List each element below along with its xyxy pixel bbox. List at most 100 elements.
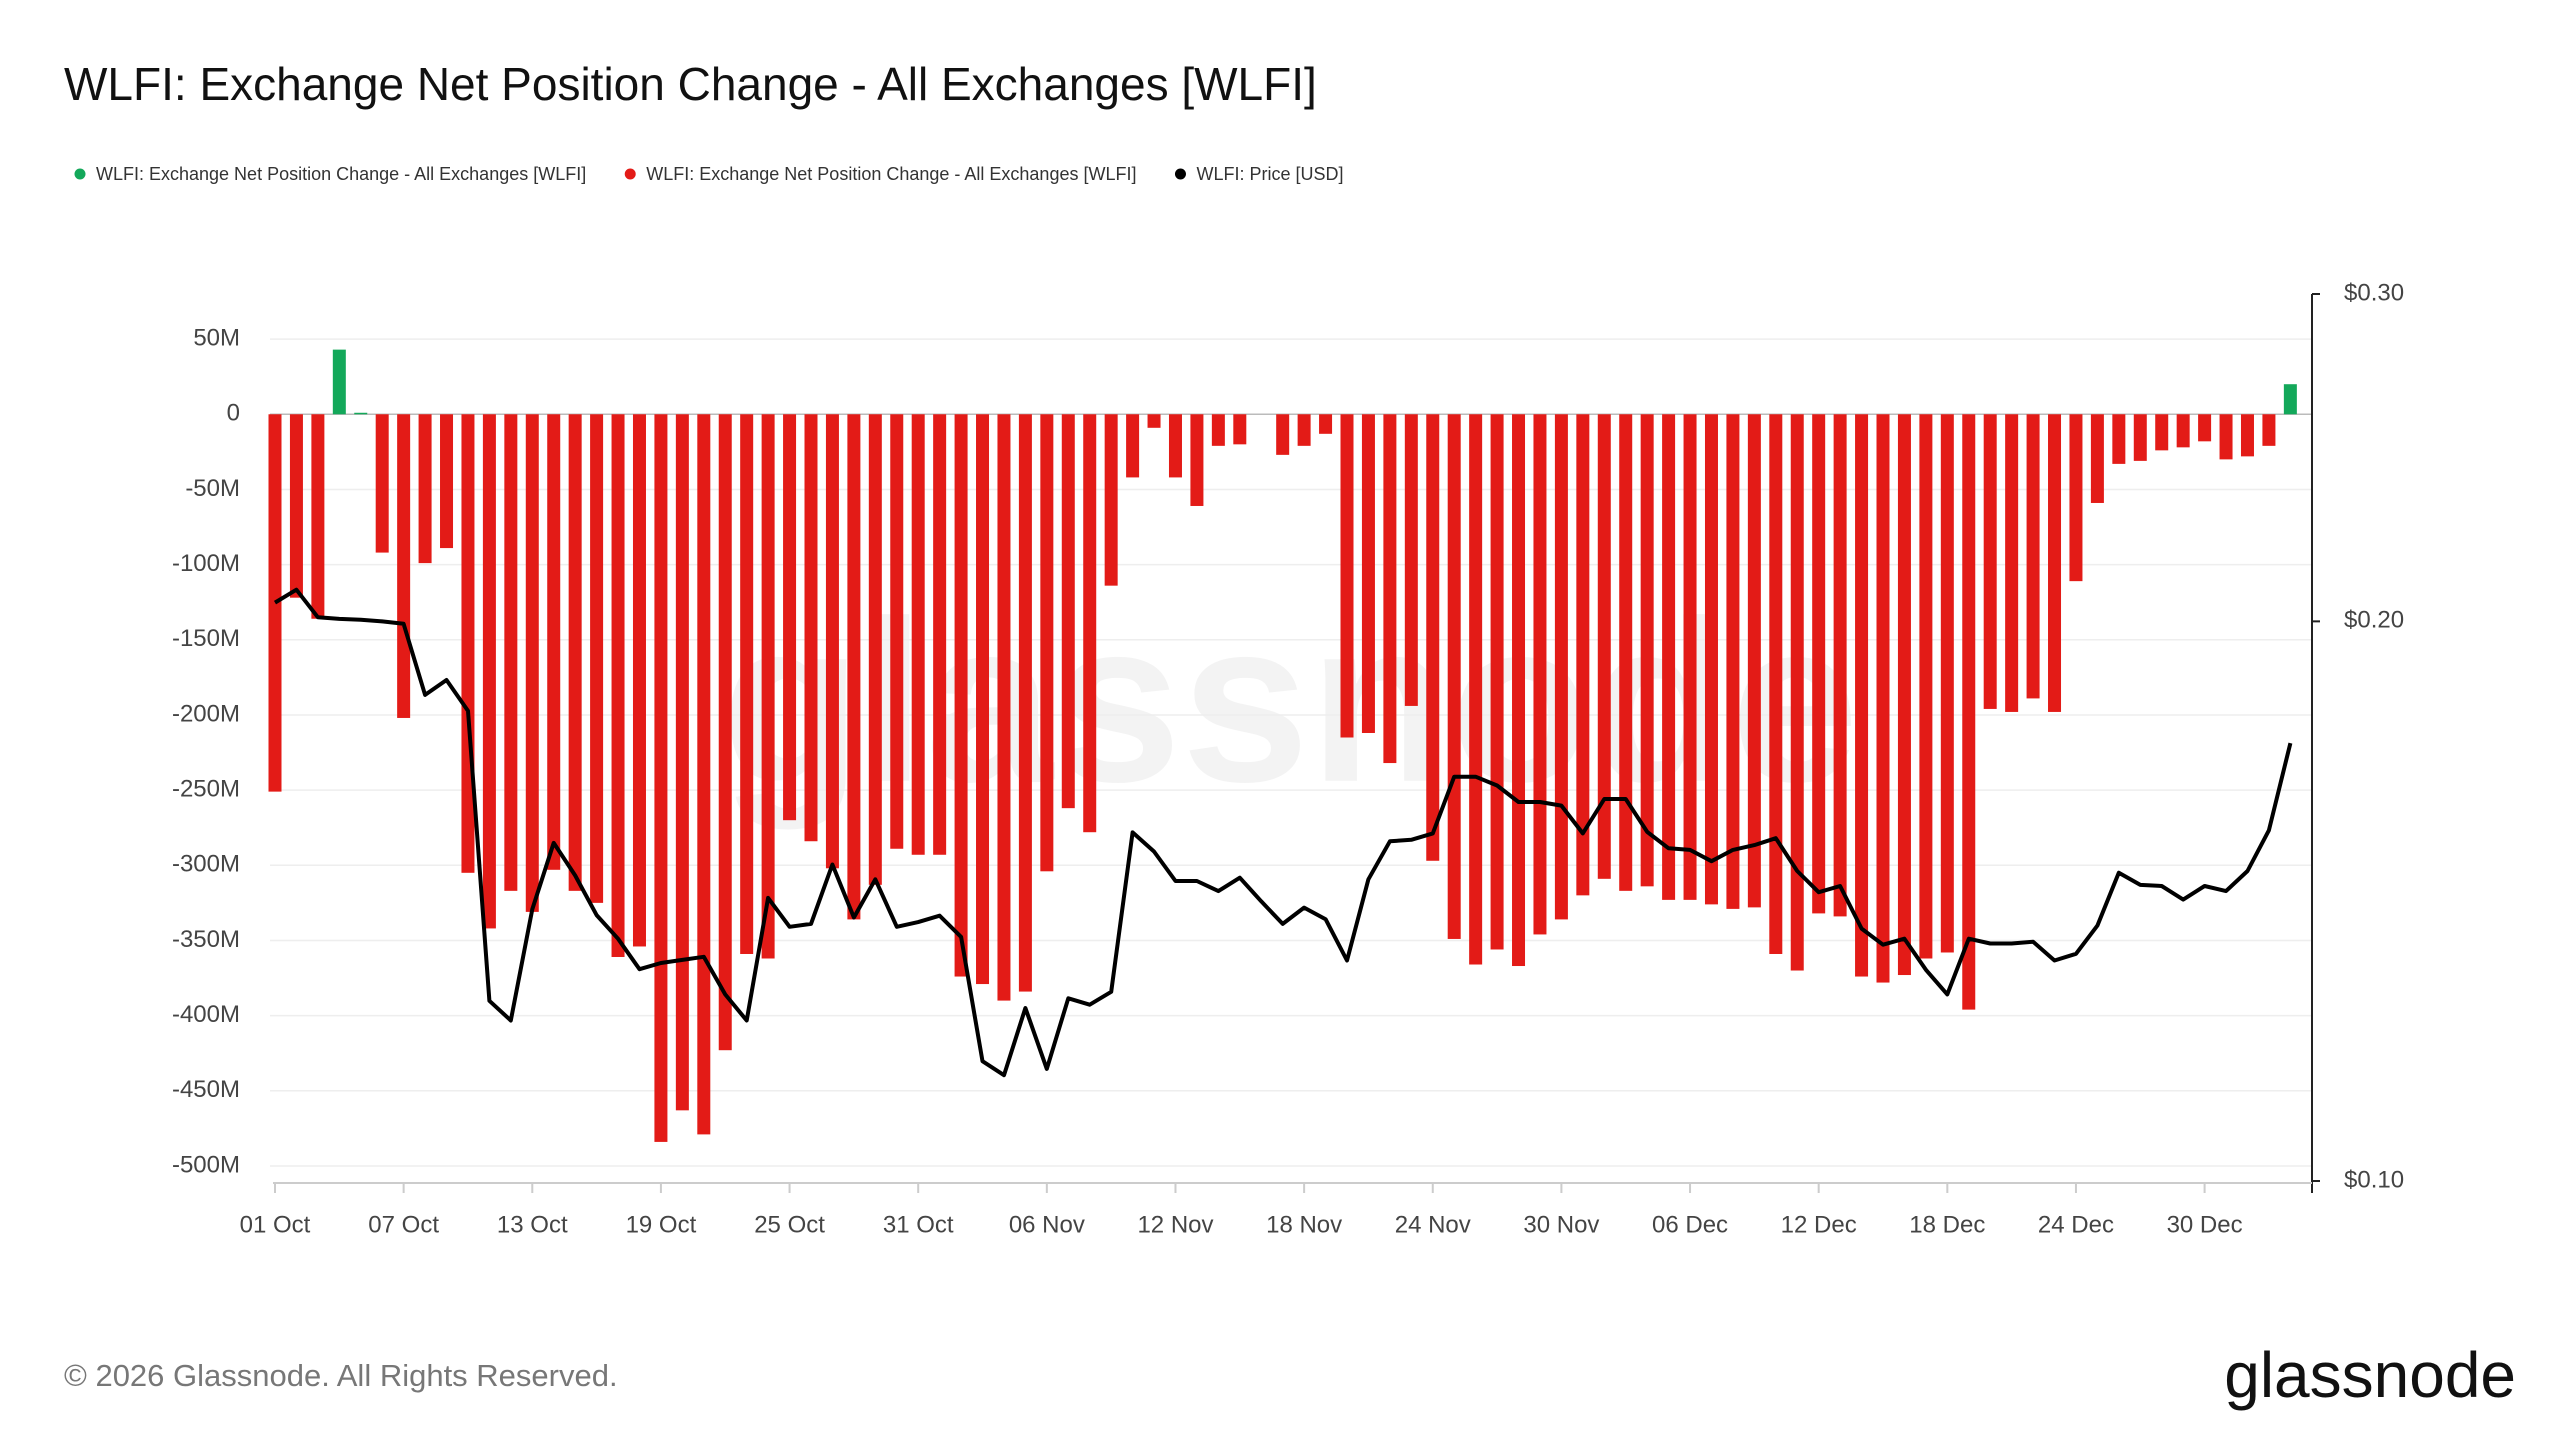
bar <box>2240 414 2254 457</box>
bar <box>1490 414 1504 950</box>
bar <box>2198 414 2212 442</box>
bar <box>1126 414 1140 478</box>
bar <box>868 414 882 885</box>
bar <box>611 414 625 957</box>
bar <box>954 414 968 977</box>
bar <box>1211 414 1225 446</box>
x-tick-label: 06 Dec <box>1652 1211 1728 1238</box>
bar <box>2069 414 2083 582</box>
x-tick-label: 31 Oct <box>883 1211 954 1238</box>
legend-marker <box>74 168 86 180</box>
x-tick-label: 12 Nov <box>1137 1211 1213 1238</box>
bar <box>289 414 303 598</box>
bar <box>1597 414 1611 879</box>
y2-tick-label: $0.20 <box>2344 607 2404 634</box>
x-tick-label: 24 Nov <box>1395 1211 1471 1238</box>
bar <box>397 414 411 718</box>
bar <box>1168 414 1182 478</box>
bar <box>1190 414 1204 506</box>
bar <box>847 414 861 920</box>
bar <box>2005 414 2019 712</box>
bar <box>1340 414 1354 738</box>
bar <box>654 414 668 1142</box>
x-tick-label: 25 Oct <box>754 1211 825 1238</box>
bar <box>1383 414 1397 764</box>
x-tick-label: 19 Oct <box>626 1211 697 1238</box>
y-tick-label: -500M <box>172 1151 240 1178</box>
bar <box>1554 414 1568 920</box>
bar <box>632 414 646 947</box>
bar <box>1662 414 1676 900</box>
x-tick-label: 13 Oct <box>497 1211 568 1238</box>
bar <box>911 414 925 855</box>
bar <box>1512 414 1526 967</box>
bar <box>1726 414 1740 909</box>
bar <box>2155 414 2169 451</box>
bar <box>311 414 325 619</box>
bar <box>1919 414 1933 959</box>
bar <box>1061 414 1075 809</box>
y-tick-label: -250M <box>172 775 240 802</box>
bar <box>1297 414 1311 446</box>
bar <box>825 414 839 869</box>
price-line <box>273 587 2293 1078</box>
bar <box>2048 414 2062 712</box>
bar <box>440 414 454 549</box>
x-tick-label: 18 Nov <box>1266 1211 1342 1238</box>
bar <box>997 414 1011 1001</box>
legend-label: WLFI: Exchange Net Position Change - All… <box>646 164 1136 184</box>
y-tick-label: -400M <box>172 1001 240 1028</box>
bar <box>2283 384 2297 415</box>
y-tick-label: -150M <box>172 625 240 652</box>
bar <box>1640 414 1654 887</box>
x-tick-label: 24 Dec <box>2038 1211 2114 1238</box>
bar <box>1704 414 1718 905</box>
bar <box>1040 414 1054 872</box>
bar <box>354 412 368 415</box>
bar <box>761 414 775 959</box>
bar <box>1962 414 1976 1010</box>
bar <box>1426 414 1440 861</box>
y-tick-label: 50M <box>193 324 240 351</box>
x-tick-label: 07 Oct <box>368 1211 439 1238</box>
bar <box>1619 414 1633 891</box>
bar <box>2112 414 2126 464</box>
y-tick-label: 0 <box>227 400 240 427</box>
bar <box>2176 414 2190 448</box>
bar <box>740 414 754 954</box>
legend-marker <box>1174 168 1186 180</box>
bar <box>461 414 475 873</box>
bar <box>268 414 282 792</box>
bar <box>933 414 947 855</box>
bar <box>418 414 432 564</box>
bar <box>1790 414 1804 971</box>
bar <box>1683 414 1697 900</box>
legend-label: WLFI: Exchange Net Position Change - All… <box>96 164 586 184</box>
bar <box>697 414 711 1135</box>
bar <box>2026 414 2040 699</box>
bar <box>1812 414 1826 914</box>
bar <box>1747 414 1761 908</box>
bar <box>1104 414 1118 586</box>
bar <box>1897 414 1911 976</box>
bar <box>1147 414 1161 428</box>
bar <box>1576 414 1590 896</box>
bar <box>482 414 496 929</box>
x-tick-label: 06 Nov <box>1009 1211 1085 1238</box>
bar <box>1447 414 1461 939</box>
bar <box>1018 414 1032 992</box>
bar <box>1855 414 1869 977</box>
bar <box>890 414 904 849</box>
bar <box>1083 414 1097 833</box>
x-tick-label: 30 Dec <box>2167 1211 2243 1238</box>
bar <box>568 414 582 891</box>
legend-marker <box>624 168 636 180</box>
y-tick-label: -350M <box>172 926 240 953</box>
bar <box>1469 414 1483 965</box>
bar <box>1361 414 1375 733</box>
bar <box>547 414 561 870</box>
bar <box>2262 414 2276 446</box>
y-tick-label: -100M <box>172 550 240 577</box>
bar <box>976 414 990 985</box>
